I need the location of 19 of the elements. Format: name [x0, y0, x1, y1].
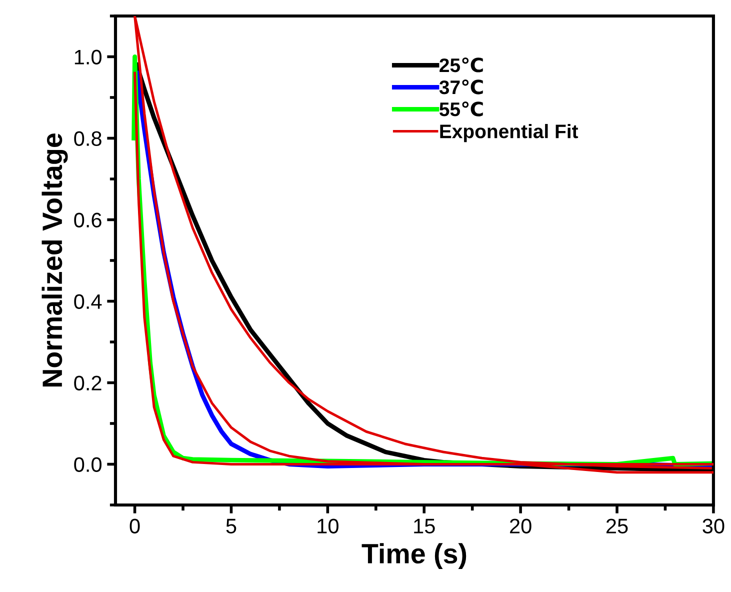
y-tick-label: 0.4 [74, 294, 102, 309]
y-tick-label: 0.8 [74, 131, 102, 146]
legend-label: 25℃ [440, 57, 483, 72]
x-tick-label: 0 [130, 518, 140, 534]
x-tick-label: 30 [702, 518, 724, 534]
x-tick-label: 10 [318, 518, 338, 534]
y-axis-title: Normalized Voltage [42, 134, 68, 386]
legend-label: 37℃ [439, 79, 483, 94]
y-tick-label: 0.2 [74, 376, 102, 390]
x-axis-title: Time (s) [362, 543, 466, 570]
x-tick-label: 20 [510, 518, 532, 534]
x-tick-label: 15 [414, 518, 435, 534]
y-tick-label: 0.0 [74, 457, 102, 472]
x-tick-label: 25 [606, 518, 628, 534]
y-tick-label: 0.6 [74, 212, 102, 228]
y-tick-label: 1.0 [74, 50, 102, 64]
x-tick-label: 5 [226, 518, 236, 534]
legend-label: 55℃ [440, 101, 483, 116]
legend-label: Exponential Fit [440, 124, 578, 142]
